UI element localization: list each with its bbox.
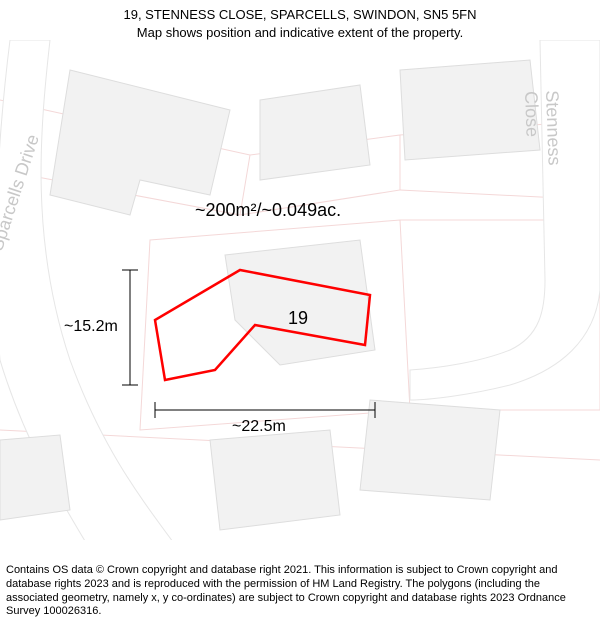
building: [0, 435, 70, 520]
address-line: 19, STENNESS CLOSE, SPARCELLS, SWINDON, …: [0, 6, 600, 24]
subtitle-line: Map shows position and indicative extent…: [0, 24, 600, 42]
building: [360, 400, 500, 500]
width-label: ~22.5m: [232, 418, 286, 436]
header: 19, STENNESS CLOSE, SPARCELLS, SWINDON, …: [0, 0, 600, 41]
map-area: ~200m²/~0.049ac. 19 ~15.2m ~22.5m Sparce…: [0, 40, 600, 540]
footer-text: Contains OS data © Crown copyright and d…: [6, 564, 566, 617]
area-label: ~200m²/~0.049ac.: [195, 200, 341, 221]
building: [260, 85, 370, 180]
footer: Contains OS data © Crown copyright and d…: [0, 560, 600, 625]
building: [210, 430, 340, 530]
building: [400, 60, 540, 160]
road-right-label: Stenness Close: [520, 90, 565, 166]
map-svg: [0, 40, 600, 540]
property-number: 19: [288, 308, 308, 329]
height-label: ~15.2m: [64, 318, 118, 336]
